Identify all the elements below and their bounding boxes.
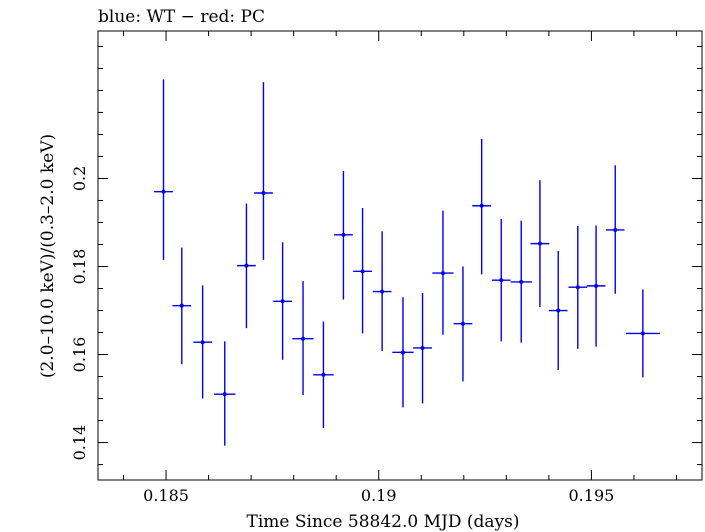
point-marker [222,392,227,397]
point-marker [420,345,425,350]
point-marker [594,283,599,288]
data-point [392,297,414,408]
point-marker [400,350,405,355]
point-marker [613,227,618,232]
y-tick-label: 0.18 [70,249,89,285]
data-point [548,251,568,370]
point-marker [499,278,504,283]
y-tick-label: 0.14 [70,425,89,461]
y-axis-label: (2.0–10.0 keV)/(0.3–2.0 keV) [38,134,58,378]
data-point [193,285,212,399]
point-marker [537,241,542,246]
point-marker [479,203,484,208]
axis-ticks: 0.185 0.19 0.195 0.14 0.16 0.18 0.2 [70,31,702,505]
data-point [625,289,660,378]
data-point [472,138,492,275]
data-point [353,207,372,334]
data-point [413,292,432,404]
data-point [491,218,511,342]
point-marker [380,289,385,294]
point-marker [280,299,285,304]
data-point [453,266,473,382]
point-marker [519,279,524,284]
y-tick-label: 0.16 [70,337,89,373]
plot-frame [97,30,703,481]
x-tick-label: 0.195 [569,486,615,505]
data-point [154,79,173,260]
data-point [254,82,273,260]
data-point [172,247,192,365]
point-marker [640,331,645,336]
data-point [273,242,292,360]
x-axis-label: Time Since 58842.0 MJD (days) [247,512,520,532]
point-marker [575,285,580,290]
chart-title: blue: WT − red: PC [98,7,265,27]
x-tick-label: 0.185 [143,486,189,505]
data-series-wt [154,79,660,446]
data-point [568,226,588,349]
point-marker [440,271,445,276]
data-point [432,210,454,335]
point-marker [321,372,326,377]
point-marker [244,263,249,268]
data-point [214,341,236,446]
point-marker [460,321,465,326]
point-marker [200,340,205,345]
data-point [586,225,606,347]
point-marker [556,308,561,313]
data-point [292,281,314,396]
point-marker [261,190,266,195]
x-tick-label: 0.19 [361,486,397,505]
point-marker [179,303,184,308]
data-point [530,180,550,308]
data-point [313,321,334,429]
data-point [237,203,256,329]
data-point [334,170,353,300]
point-marker [360,269,365,274]
data-point [605,165,625,294]
data-point [372,231,392,352]
y-tick-label: 0.2 [70,166,89,191]
point-marker [161,189,166,194]
point-marker [341,232,346,237]
point-marker [301,336,306,341]
data-point [510,220,532,343]
